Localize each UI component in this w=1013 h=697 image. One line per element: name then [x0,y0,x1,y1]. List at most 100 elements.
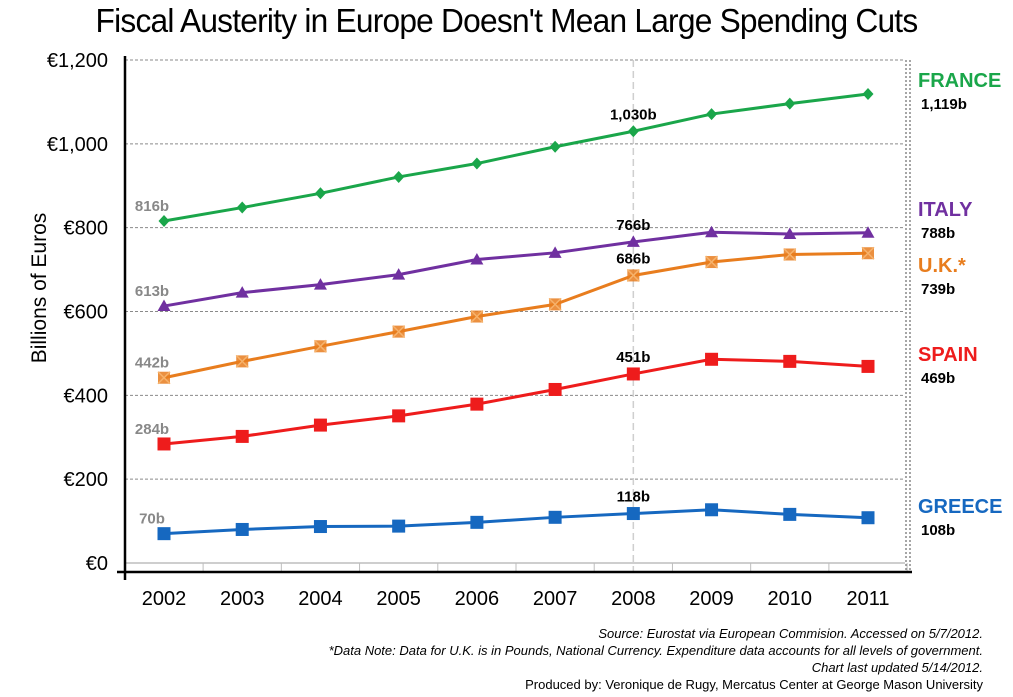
marker-x [626,268,640,282]
series-italy: 613b 766b [135,217,875,312]
y-axis-label: Billions of Euros [28,213,51,364]
data-point-spain [705,352,719,366]
data-point-uk [705,255,719,269]
start-value-label: 442b [135,355,169,372]
data-point-spain [157,437,171,451]
data-point-france [862,87,874,100]
marker-x [392,325,406,339]
marker-x [157,371,171,385]
x-tick-label: 2006 [455,588,500,610]
data-point-uk [861,246,875,260]
data-point-spain [548,382,562,396]
data-point-france [393,170,405,183]
marker-x [783,247,797,262]
series-line-france [163,92,869,223]
data-point-uk [157,371,171,385]
legend-item-uk: U.K.* 739b [918,255,966,298]
x-tick-labels: 2002 2003 2004 2005 2006 2007 2008 2009 2010 2011 [142,588,890,610]
legend-label: FRANCE [918,70,1001,92]
data-point-uk [235,354,249,368]
legend-end-value: 788b [921,225,955,242]
data-point-italy [470,253,484,265]
data-point-greece [392,519,406,533]
data-point-france [314,187,326,200]
data-point-greece [548,510,562,524]
mid-value-label: 1,030b [610,106,657,123]
data-point-greece [235,522,249,536]
x-tick-label: 2010 [768,588,813,610]
mid-value-label: 451b [616,349,650,366]
start-value-label: 613b [135,283,169,300]
data-point-uk [783,247,797,262]
data-point-greece [861,511,875,525]
data-point-italy [705,225,719,238]
data-point-italy [548,246,562,258]
legend-item-france: FRANCE 1,119b [918,70,1001,113]
data-point-italy [861,226,875,238]
data-point-france [158,214,170,227]
series-line-uk [163,251,869,380]
series-line-spain [163,357,869,446]
x-tick-label: 2009 [689,588,734,610]
y-tick-label: €200 [64,469,109,491]
data-point-spain [313,418,327,432]
series-line-italy [163,230,869,308]
y-tick-label: €0 [86,553,108,575]
data-point-france [706,108,718,121]
data-point-uk [626,268,640,282]
mid-value-label: 118b [617,489,650,506]
legend-end-value: 1,119b [921,96,967,113]
data-point-france [784,97,796,110]
legend-label: SPAIN [918,344,978,366]
series-spain: 284b 451b [135,349,875,451]
series-uk: 442b 686b [135,246,875,385]
data-point-france [471,157,483,170]
marker-x [705,255,719,269]
start-value-label: 284b [135,421,169,438]
data-point-italy [313,278,327,290]
data-point-uk [548,297,562,311]
data-point-greece [626,507,640,521]
gridlines [124,59,911,572]
x-tick-label: 2003 [220,588,265,610]
data-point-spain [470,397,484,411]
y-tick-label: €400 [64,385,109,407]
x-tick-label: 2004 [298,588,343,610]
data-point-uk [470,309,484,324]
marker-x [313,339,327,353]
y-tick-label: €600 [64,302,109,324]
legend-label: ITALY [918,199,973,221]
series-line-greece [163,508,869,536]
axes [117,56,912,580]
data-point-uk [313,339,327,353]
data-note: *Data Note: Data for U.K. is in Pounds, … [328,643,983,658]
start-value-label: 70b [139,511,165,528]
series-greece: 70b 118b [139,489,875,541]
data-point-italy [392,268,406,280]
start-value-label: 816b [135,198,169,215]
source-note: Source: Eurostat via European Commision.… [598,626,983,641]
data-point-greece [705,503,719,517]
x-tick-label: 2007 [533,588,578,610]
legend-item-greece: GREECE 108b [918,496,1002,539]
marker-x [235,354,249,368]
data-point-greece [313,520,327,534]
legend: FRANCE 1,119b ITALY 788b U.K.* 739b SPAIN 469b G… [918,70,1002,539]
data-point-spain [626,367,640,381]
x-tick-label: 2005 [376,588,421,610]
marker-x [470,309,484,324]
data-point-greece [783,507,797,521]
data-point-spain [235,429,249,443]
legend-item-spain: SPAIN 469b [918,344,978,387]
chart-title: Fiscal Austerity in Europe Doesn't Mean … [95,2,919,39]
legend-item-italy: ITALY 788b [918,199,973,242]
data-point-greece [470,515,484,529]
legend-label: GREECE [918,496,1002,518]
mid-value-label: 766b [616,217,650,234]
y-tick-label: €1,000 [47,134,108,156]
series-france: 816b 1,030b [135,87,874,227]
legend-label: U.K.* [918,255,966,277]
data-point-spain [392,409,406,423]
data-point-italy [626,235,640,247]
